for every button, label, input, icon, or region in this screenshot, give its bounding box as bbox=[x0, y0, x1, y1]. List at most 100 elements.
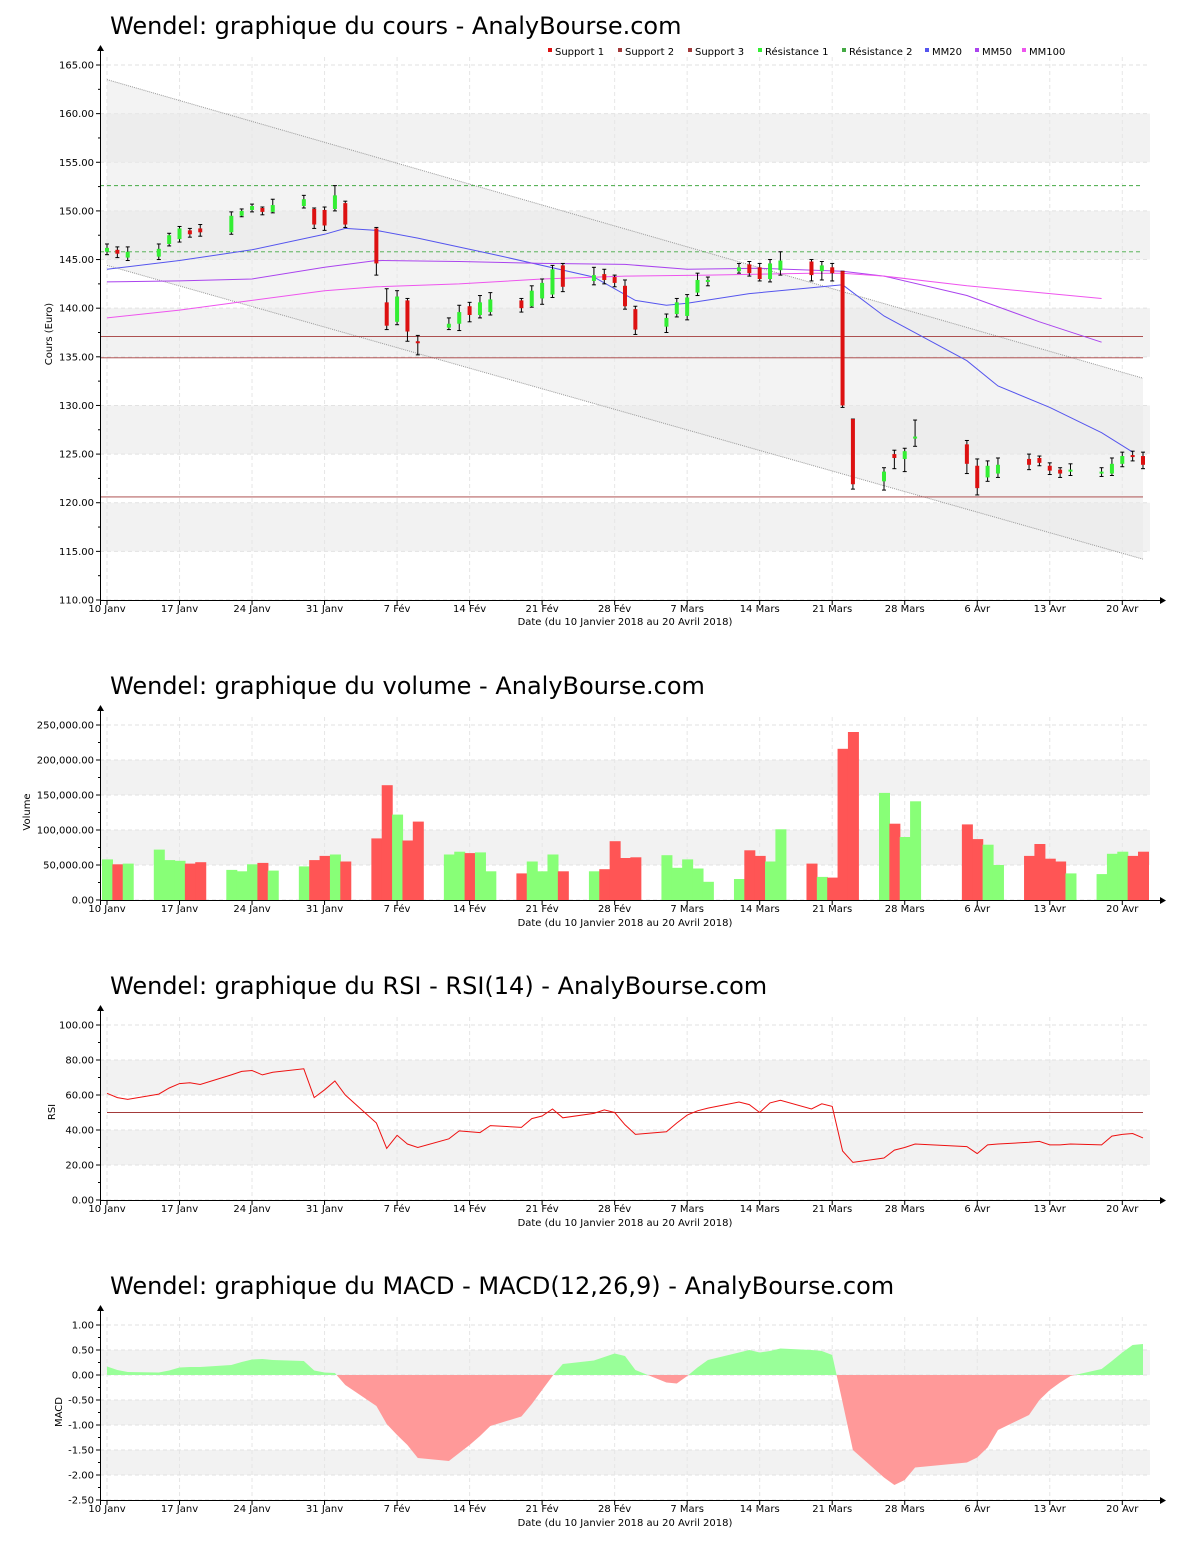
candle-body bbox=[591, 275, 596, 281]
volume-chart-title: Wendel: graphique du volume - AnalyBours… bbox=[110, 672, 705, 700]
rsi-x-tick-label: 21 Fév bbox=[526, 1203, 559, 1215]
rsi-y-tick-label: 40.00 bbox=[65, 1126, 94, 1137]
price-x-tick-label: 13 Avr bbox=[1034, 604, 1067, 615]
volume-y-tick-label: 250,000.00 bbox=[37, 721, 94, 732]
rsi-y-tick-label: 0.00 bbox=[72, 1196, 94, 1207]
candle-body bbox=[664, 317, 669, 327]
volume-x-tick-labels: 10 Janv 17 Janv 24 Janv 31 Janv 7 Fév 14 Fév 2… bbox=[88, 903, 1139, 915]
candle-body bbox=[840, 271, 845, 406]
rsi-x-tick-label: 14 Mars bbox=[740, 1204, 780, 1215]
volume-bar bbox=[226, 869, 238, 900]
rsi-x-tick-label: 6 Avr bbox=[964, 1204, 991, 1215]
volume-bar bbox=[816, 876, 828, 900]
rsi-y-axis-label: RSI bbox=[47, 1104, 58, 1120]
candle-body bbox=[457, 312, 462, 324]
volume-x-tick-label: 7 Fév bbox=[384, 903, 411, 915]
price-y-tick-label: 155.00 bbox=[59, 158, 94, 169]
rsi-line bbox=[106, 1068, 1144, 1163]
price-moving-averages bbox=[106, 227, 1133, 453]
volume-band bbox=[100, 760, 1150, 795]
rsi-chart-title: Wendel: graphique du RSI - RSI(14) - Ana… bbox=[110, 972, 767, 1000]
volume-y-tick-label: 150,000.00 bbox=[37, 791, 94, 802]
candle-body bbox=[964, 444, 969, 464]
candle-body bbox=[115, 249, 120, 254]
price-x-tick-label: 28 Fév bbox=[598, 603, 631, 615]
candle-body bbox=[156, 248, 161, 257]
trend-channel-lower-line bbox=[106, 264, 1144, 560]
candle-body bbox=[270, 205, 275, 212]
macd-positive-area bbox=[553, 1353, 648, 1375]
volume-bar bbox=[972, 839, 984, 900]
candle-body bbox=[198, 228, 203, 233]
price-panel: Wendel: graphique du cours - AnalyBourse… bbox=[44, 12, 1166, 628]
volume-bar bbox=[412, 821, 424, 900]
candle-body bbox=[332, 195, 337, 209]
candle-body bbox=[1109, 463, 1114, 474]
macd-x-tick-label: 10 Janv bbox=[88, 1504, 125, 1515]
price-y-tick-label: 145.00 bbox=[59, 255, 94, 266]
price-x-tick-label: 20 Avr bbox=[1106, 604, 1139, 615]
candle-body bbox=[809, 261, 814, 276]
rsi-x-tick-label: 28 Mars bbox=[885, 1204, 925, 1215]
volume-x-tick-label: 14 Mars bbox=[740, 904, 780, 915]
volume-x-tick-label: 28 Mars bbox=[885, 904, 925, 915]
volume-bar bbox=[1117, 851, 1129, 900]
candle-body bbox=[322, 209, 327, 226]
macd-x-tick-label: 28 Fév bbox=[598, 1503, 631, 1515]
volume-bar bbox=[992, 865, 1004, 900]
rsi-band bbox=[100, 1060, 1150, 1095]
legend-swatch bbox=[758, 48, 762, 52]
macd-band bbox=[100, 1450, 1150, 1475]
candle-body bbox=[405, 300, 410, 332]
volume-bars bbox=[102, 732, 1149, 900]
macd-y-tick-label: -2.00 bbox=[68, 1471, 94, 1482]
candle-body bbox=[747, 264, 752, 274]
volume-bar bbox=[557, 871, 569, 900]
candle-body bbox=[674, 302, 679, 315]
rsi-y-tick-label: 20.00 bbox=[65, 1161, 94, 1172]
volume-bar bbox=[340, 861, 352, 900]
candle-body bbox=[623, 285, 627, 307]
price-x-tick-label: 28 Mars bbox=[885, 604, 925, 615]
rsi-x-tick-label: 24 Janv bbox=[233, 1204, 270, 1215]
volume-bar bbox=[371, 838, 383, 900]
macd-y-tick-label: -2.50 bbox=[68, 1496, 94, 1507]
candle-body bbox=[1047, 465, 1052, 471]
volume-bar bbox=[516, 873, 528, 900]
candle-body bbox=[239, 210, 244, 216]
candle-body bbox=[819, 265, 824, 272]
volume-bar bbox=[112, 864, 124, 900]
volume-bar bbox=[164, 860, 176, 900]
macd-negative-area bbox=[836, 1375, 1075, 1485]
volume-bar bbox=[1138, 851, 1149, 900]
volume-bar bbox=[609, 841, 621, 900]
volume-bar bbox=[754, 855, 766, 900]
volume-bar bbox=[474, 852, 486, 900]
price-x-tick-label: 7 Mars bbox=[670, 604, 704, 615]
candle-body bbox=[167, 235, 172, 244]
macd-x-tick-label: 7 Fév bbox=[384, 1503, 411, 1515]
candle-body bbox=[250, 206, 255, 210]
price-y-arrow-icon bbox=[97, 45, 104, 51]
price-trend-channel bbox=[106, 79, 1144, 560]
volume-bar bbox=[537, 871, 549, 900]
volume-bar bbox=[982, 844, 994, 900]
price-y-tick-label: 165.00 bbox=[59, 61, 94, 72]
volume-bar bbox=[485, 871, 497, 900]
candle-body bbox=[312, 208, 317, 225]
candle-body bbox=[902, 451, 907, 459]
price-x-tick-label: 10 Janv bbox=[88, 604, 125, 615]
mm50-line bbox=[106, 259, 1102, 343]
volume-x-tick-label: 10 Janv bbox=[88, 904, 125, 915]
rsi-x-axis-label: Date (du 10 Janvier 2018 au 20 Avril 201… bbox=[518, 1218, 733, 1229]
volume-bar bbox=[630, 857, 642, 900]
candle-body bbox=[612, 277, 617, 283]
price-y-tick-label: 135.00 bbox=[59, 352, 94, 363]
volume-bar bbox=[195, 862, 207, 900]
volume-bar bbox=[588, 871, 600, 900]
candle-body bbox=[882, 471, 886, 482]
volume-bar bbox=[1106, 853, 1118, 900]
macd-panel: Wendel: graphique du MACD - MACD(12,26,9… bbox=[54, 1272, 1166, 1529]
volume-bar bbox=[692, 868, 704, 900]
